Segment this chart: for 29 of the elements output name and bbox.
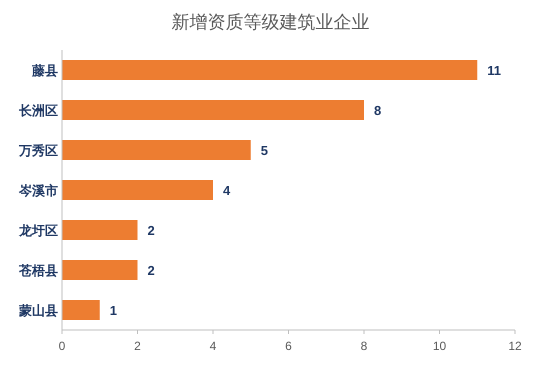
- x-tick-label: 12: [508, 339, 522, 353]
- x-tick-label: 2: [134, 339, 142, 353]
- x-tick-label: 8: [360, 339, 368, 353]
- y-tick-label: 藤县: [31, 63, 58, 78]
- data-label: 2: [148, 263, 155, 278]
- data-label: 1: [110, 303, 117, 318]
- chart-title: 新增资质等级建筑业企业: [172, 12, 370, 32]
- y-tick-label: 蒙山县: [18, 303, 58, 318]
- data-label: 2: [148, 223, 155, 238]
- x-tick-label: 4: [210, 339, 217, 353]
- x-tick-label: 0: [58, 339, 66, 353]
- bar: [62, 140, 251, 160]
- x-tick-label: 6: [285, 339, 292, 353]
- x-tick-label: 10: [432, 339, 446, 353]
- data-label: 5: [260, 143, 268, 158]
- bar: [62, 300, 100, 320]
- bar: [62, 60, 478, 80]
- data-label: 11: [487, 63, 501, 78]
- bar: [62, 260, 138, 280]
- y-tick-label: 苍梧县: [18, 263, 58, 278]
- data-label: 4: [223, 183, 231, 198]
- y-tick-label: 岑溪市: [18, 183, 58, 198]
- bar: [62, 180, 213, 200]
- y-tick-label: 长洲区: [18, 103, 58, 118]
- y-tick-label: 龙圩区: [18, 223, 58, 238]
- data-label: 8: [374, 103, 382, 118]
- bar: [62, 220, 138, 240]
- bar: [62, 100, 364, 120]
- y-tick-label: 万秀区: [18, 143, 58, 158]
